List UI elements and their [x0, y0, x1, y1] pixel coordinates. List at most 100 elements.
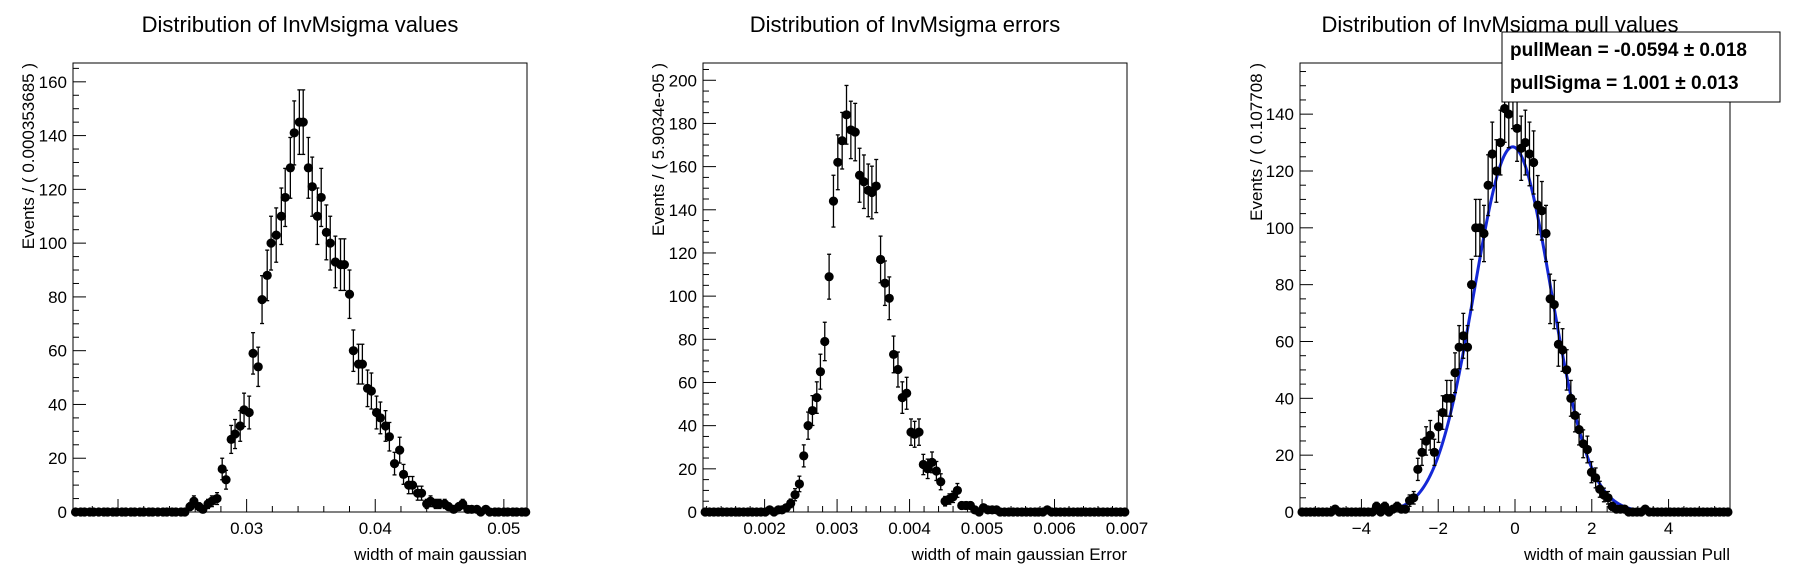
data-point [395, 445, 405, 455]
x-tick-label: 0 [1510, 519, 1519, 538]
data-point [786, 498, 796, 508]
data-point [1570, 410, 1580, 420]
y-tick-label: 120 [669, 244, 697, 263]
data-point [948, 492, 958, 502]
data-point [927, 457, 937, 467]
y-tick-label: 140 [669, 201, 697, 220]
data-point [1524, 149, 1535, 159]
data-point [316, 192, 326, 203]
data-point [880, 278, 890, 288]
y-tick-label: 140 [39, 127, 67, 146]
y-tick-label: 140 [1266, 105, 1294, 124]
data-point [1454, 342, 1464, 352]
x-tick-label: 0.006 [1033, 519, 1076, 538]
x-tick-label: 4 [1664, 519, 1673, 538]
data-point [1541, 228, 1551, 239]
data-point [407, 480, 418, 490]
data-point [289, 128, 299, 138]
x-axis-label: width of main gaussian [353, 545, 527, 564]
data-point [1487, 149, 1497, 159]
data-point [867, 187, 877, 198]
data-point [217, 464, 227, 474]
data-point [841, 110, 852, 120]
y-tick-label: 40 [48, 395, 67, 414]
data-point [271, 230, 281, 240]
data-point [1483, 180, 1493, 190]
data-point [790, 490, 800, 500]
data-point [828, 196, 839, 206]
data-point [1425, 430, 1435, 440]
data-point [871, 181, 881, 191]
data-point [1582, 444, 1592, 455]
y-tick-label: 80 [678, 330, 697, 349]
data-point [212, 493, 222, 504]
y-tick-label: 120 [1266, 162, 1294, 181]
x-tick-label: 0.004 [888, 519, 931, 538]
data-point [1603, 493, 1613, 503]
data-point [253, 362, 263, 372]
x-tick-label: 0.05 [487, 519, 520, 538]
data-point [398, 469, 409, 479]
data-point [799, 451, 809, 461]
data-point [1458, 331, 1468, 341]
data-point [1450, 368, 1460, 378]
x-tick-label: −4 [1352, 519, 1371, 538]
y-tick-label: 60 [678, 373, 697, 392]
data-point [1438, 407, 1448, 418]
y-tick-label: 160 [39, 73, 67, 92]
data-point [285, 163, 295, 173]
x-tick-label: 0.03 [230, 519, 263, 538]
chart-title: Distribution of InvMsigma errors [750, 12, 1061, 37]
y-tick-label: 0 [688, 503, 697, 522]
data-point [1413, 464, 1423, 474]
data-point [521, 507, 531, 517]
y-tick-label: 200 [669, 71, 697, 90]
data-point [389, 459, 400, 469]
x-tick-label: 0.005 [961, 519, 1004, 538]
panel-errors: Distribution of InvMsigma errors 0 20 40 60 8… [649, 12, 1148, 564]
y-tick-label: 0 [58, 503, 67, 522]
y-tick-label: 80 [48, 288, 67, 307]
data-point [230, 429, 240, 439]
data-point [1491, 166, 1501, 176]
data-point [833, 157, 843, 167]
plot-frame [72, 62, 528, 513]
data-point [339, 260, 349, 270]
data-point [1591, 473, 1601, 483]
y-tick-label: 20 [678, 460, 697, 479]
data-point [837, 136, 847, 146]
data-point [1512, 123, 1522, 133]
y-tick-label: 40 [1275, 389, 1294, 408]
data-point [889, 349, 899, 360]
data-point [366, 386, 376, 396]
data-point [902, 388, 912, 398]
data-point [884, 293, 894, 303]
data-point [262, 270, 272, 281]
data-point [812, 392, 822, 403]
x-tick-label: 0.002 [743, 519, 786, 538]
data-point [1429, 447, 1439, 457]
x-tick-label: 0.007 [1106, 519, 1149, 538]
data-point [1723, 507, 1733, 517]
y-tick-label: 60 [48, 342, 67, 361]
y-axis-label: Events / ( 5.9034e-05 ) [649, 63, 668, 236]
data-point [357, 359, 367, 369]
data-point [307, 182, 317, 192]
x-axis-label: width of main gaussian Pull [1523, 545, 1730, 564]
data-point [1537, 206, 1547, 216]
data-point [794, 479, 804, 489]
data-point [248, 348, 258, 358]
data-point [914, 427, 924, 437]
data-point [1495, 137, 1506, 148]
data-point [1574, 424, 1584, 435]
y-tick-label: 160 [669, 158, 697, 177]
data-point [312, 211, 322, 221]
panel-values: Distribution of InvMsigma values 0 20 40 60 8… [19, 12, 531, 564]
data-point [221, 475, 231, 485]
data-point [384, 432, 394, 442]
x-tick-label: 2 [1587, 519, 1596, 538]
data-point [280, 192, 290, 203]
y-tick-label: 40 [678, 417, 697, 436]
data-point [344, 289, 355, 299]
